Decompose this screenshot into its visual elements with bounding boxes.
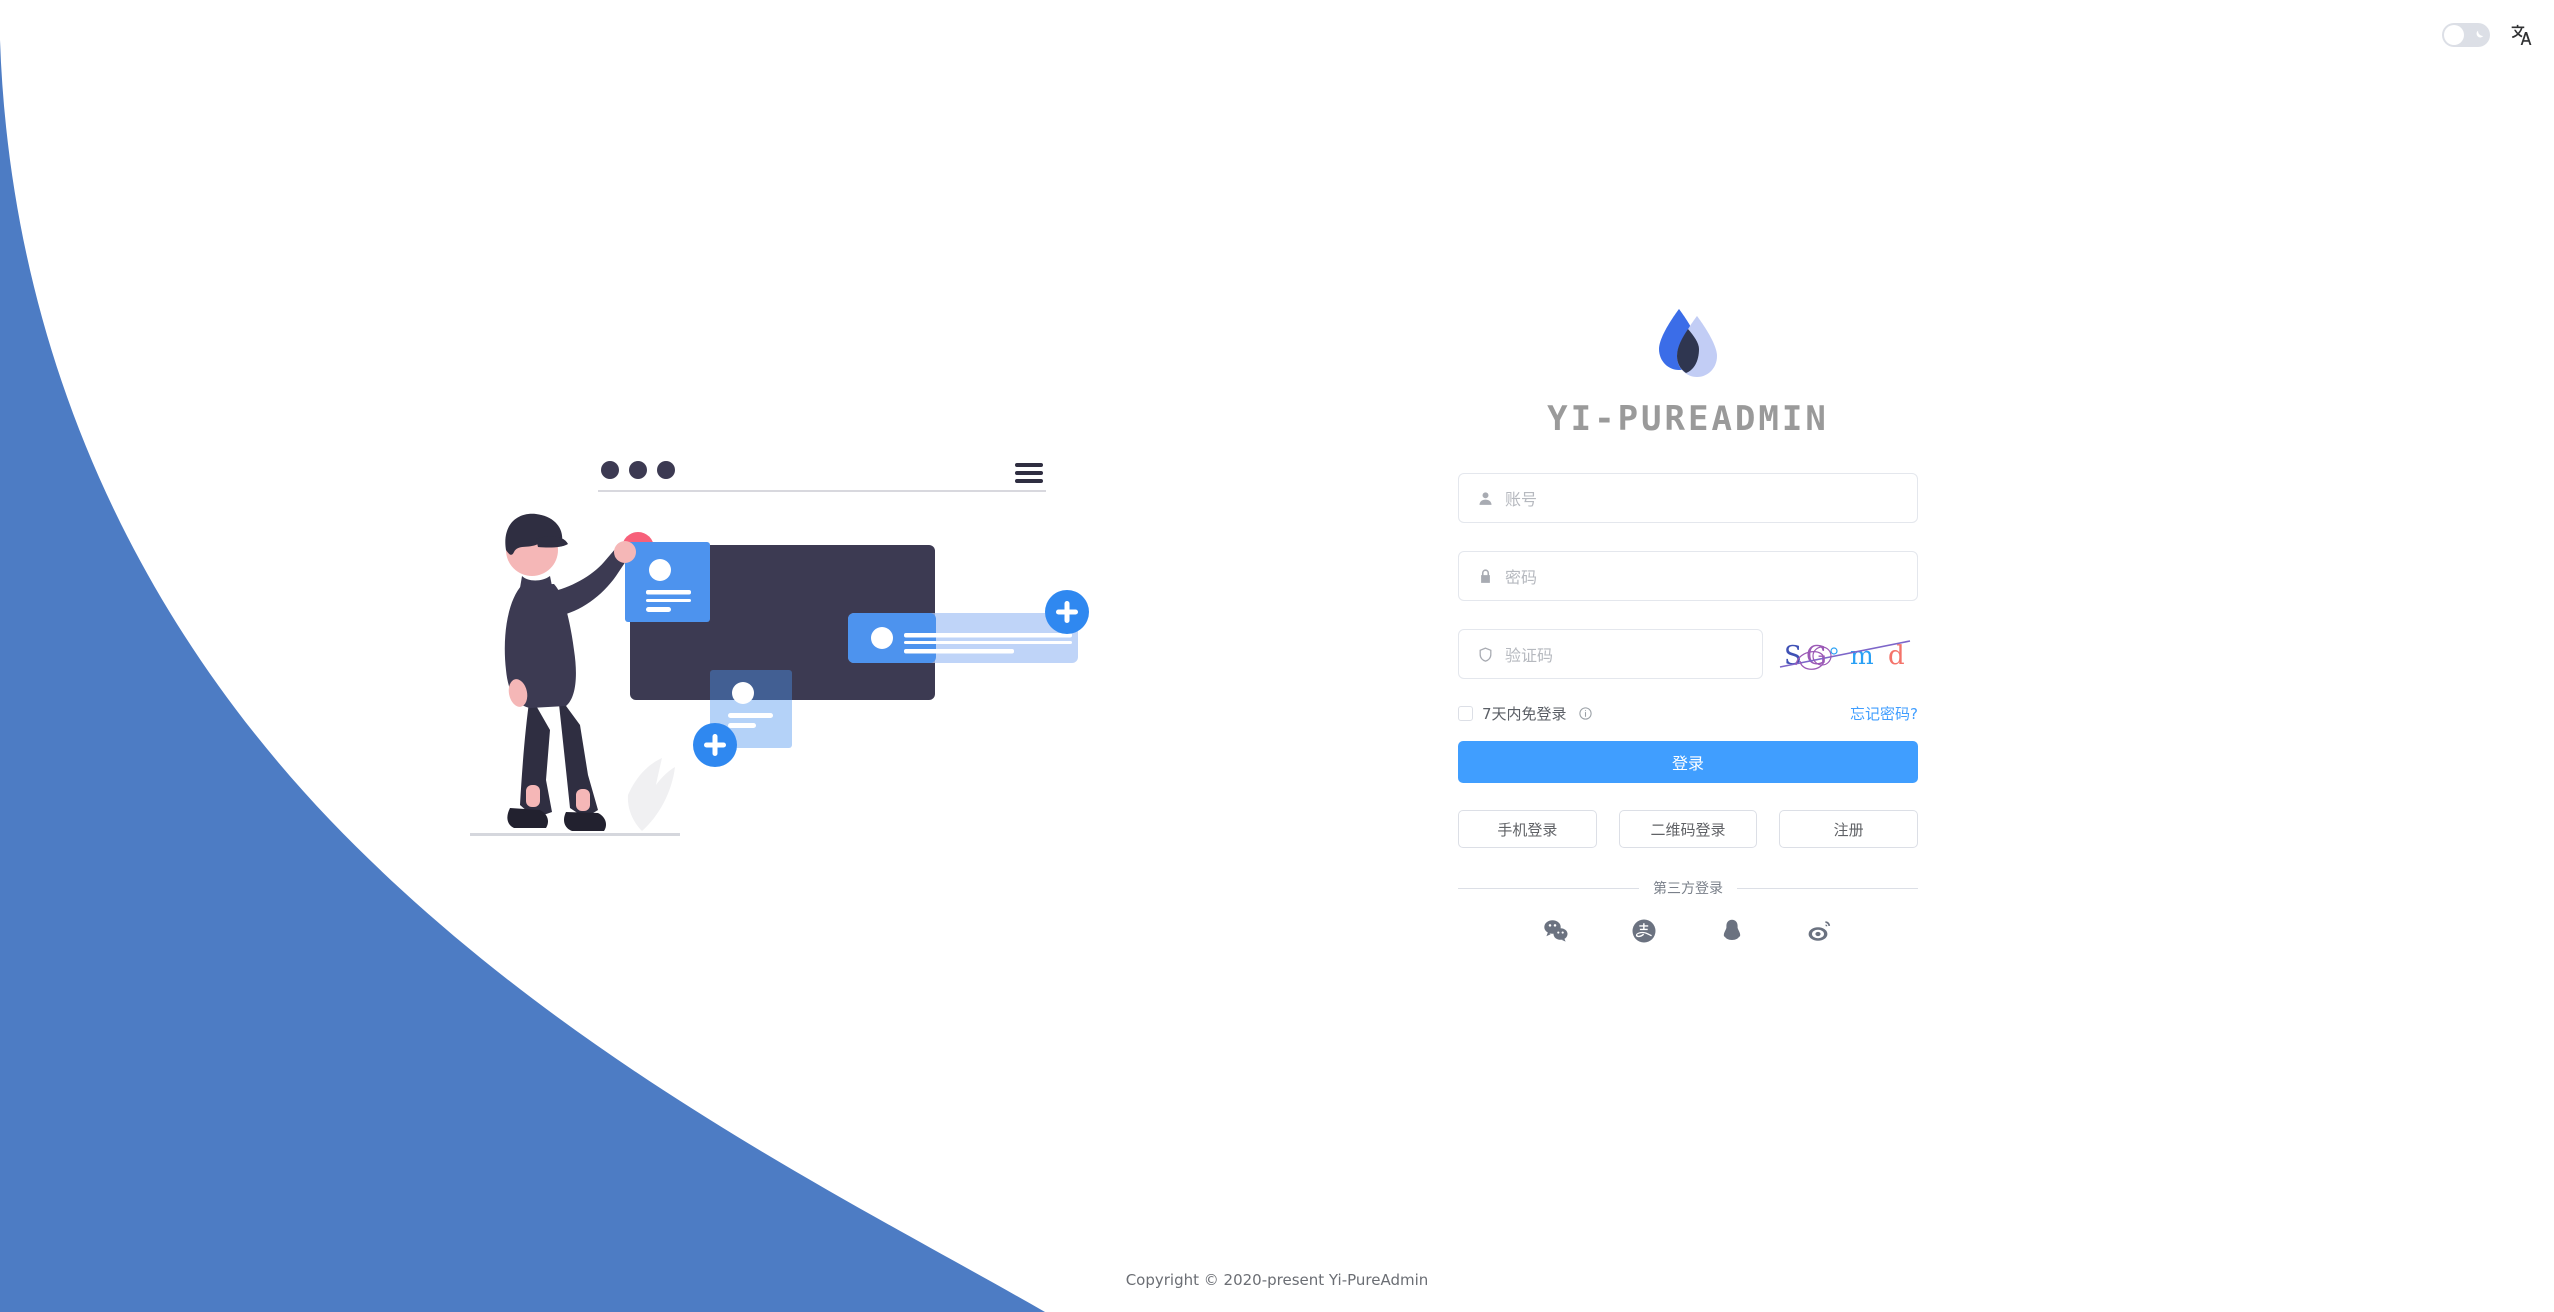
third-party-label: 第三方登录 [1653, 881, 1723, 897]
remember-me-checkbox[interactable]: 7天内免登录 [1458, 703, 1593, 724]
toggle-knob [2444, 25, 2464, 45]
login-panel: YI-PUREADMIN 账号 密 [1458, 305, 1919, 944]
svg-text:S: S [1784, 641, 1802, 671]
divider-line-right [1737, 887, 1918, 889]
register-button[interactable]: 注册 [1779, 810, 1919, 848]
captcha-input[interactable]: 验证码 [1458, 629, 1763, 679]
username-field-wrap: 账号 [1458, 473, 1918, 523]
svg-text:G: G [1806, 641, 1827, 671]
water-drop-logo-icon [1659, 309, 1717, 377]
illustration-plus-button-bottom [693, 723, 737, 767]
svg-text:m: m [1850, 641, 1874, 670]
illustration-card-right [848, 613, 1078, 663]
password-placeholder: 密码 [1505, 568, 1538, 587]
illustration-plus-button-right [1045, 590, 1089, 634]
username-placeholder: 账号 [1505, 490, 1538, 509]
phone-login-button[interactable]: 手机登录 [1458, 810, 1597, 848]
wechat-icon[interactable] [1543, 918, 1569, 944]
illustration-card-top [625, 542, 710, 622]
remember-me-label: 7天内免登录 [1482, 704, 1567, 723]
options-row: 7天内免登录 忘记密码? [1458, 701, 1918, 725]
third-party-icons [1458, 918, 1918, 944]
user-icon [1477, 490, 1494, 507]
password-input[interactable]: 密码 [1458, 551, 1918, 601]
shield-icon [1477, 646, 1494, 663]
captcha-placeholder: 验证码 [1505, 646, 1554, 665]
moon-icon [2476, 30, 2484, 37]
info-circle-icon[interactable] [1578, 706, 1593, 721]
illustration-person [504, 513, 636, 831]
weibo-icon[interactable] [1807, 918, 1833, 944]
qq-icon[interactable] [1719, 918, 1745, 944]
username-input[interactable]: 账号 [1458, 473, 1918, 523]
qrcode-login-button[interactable]: 二维码登录 [1618, 810, 1758, 848]
topbar-controls [2442, 22, 2534, 48]
login-illustration [470, 461, 1089, 836]
translate-icon[interactable] [2508, 22, 2534, 48]
divider-line-left [1458, 887, 1639, 889]
alt-login-buttons: 手机登录 二维码登录 注册 [1458, 810, 1919, 848]
third-party-divider: 第三方登录 [1458, 878, 1918, 898]
illustration-ground [470, 833, 680, 836]
illustration-window-bar [598, 461, 1046, 492]
password-field-wrap: 密码 [1458, 551, 1918, 601]
lock-icon [1477, 568, 1494, 585]
captcha-image[interactable]: S G m d [1778, 631, 1918, 677]
svg-text:d: d [1888, 641, 1905, 671]
dark-mode-toggle[interactable] [2442, 23, 2490, 47]
illustration-leaf [627, 758, 675, 831]
forgot-password-link[interactable]: 忘记密码? [1850, 704, 1918, 723]
logo-wrap [1458, 305, 1918, 381]
page-title: YI-PUREADMIN [1547, 399, 1829, 439]
footer-copyright: Copyright © 2020-present Yi-PureAdmin [1125, 1271, 1429, 1289]
login-button[interactable]: 登录 [1458, 741, 1918, 783]
checkbox-box[interactable] [1458, 705, 1473, 721]
captcha-field-wrap: 验证码 S G m d [1458, 629, 1918, 679]
alipay-icon[interactable] [1631, 918, 1657, 944]
